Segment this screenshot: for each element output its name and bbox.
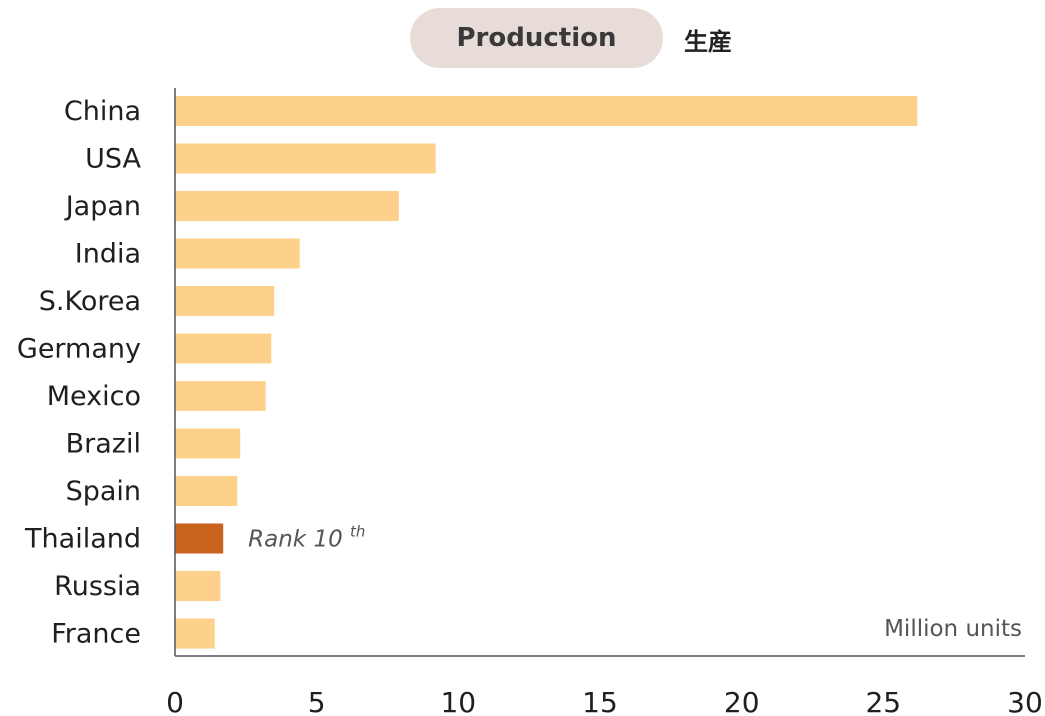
bar-germany (175, 333, 272, 364)
bar-spain (175, 476, 238, 506)
x-tick-label: 25 (865, 686, 901, 716)
highlight-annotation: Rank 10 th (248, 523, 365, 553)
bar-japan (175, 191, 399, 221)
x-tick-label: 5 (308, 686, 326, 716)
category-label: Brazil (66, 429, 141, 460)
category-label: Thailand (24, 524, 141, 555)
bar-china (175, 96, 918, 126)
x-tick-label: 10 (440, 686, 476, 716)
bar-india (175, 238, 300, 269)
category-label: India (75, 239, 141, 270)
x-tick-label: 20 (724, 686, 760, 716)
category-label: France (51, 619, 141, 650)
bar-mexico (175, 381, 266, 411)
unit-label: Million units (884, 616, 1022, 642)
category-label: Russia (54, 571, 141, 602)
category-label: Japan (64, 191, 141, 222)
category-label: China (64, 96, 141, 127)
category-label: Spain (66, 476, 141, 507)
x-tick-label: 0 (166, 686, 184, 716)
x-tick-label: 30 (1007, 686, 1043, 716)
category-label: Mexico (47, 381, 141, 412)
bar-france (175, 618, 215, 649)
x-tick-label: 15 (582, 686, 618, 716)
bar-brazil (175, 428, 241, 459)
bar-thailand (175, 523, 224, 554)
chart-title: Production (410, 8, 663, 68)
highlight-annotation-sup: th (350, 523, 365, 541)
category-label: S.Korea (39, 286, 141, 317)
category-label: USA (85, 144, 141, 175)
bar-s-korea (175, 286, 275, 316)
category-label: Germany (17, 334, 141, 365)
chart-subtitle: 生産 (684, 28, 732, 56)
bar-usa (175, 143, 436, 174)
bar-russia (175, 571, 221, 601)
